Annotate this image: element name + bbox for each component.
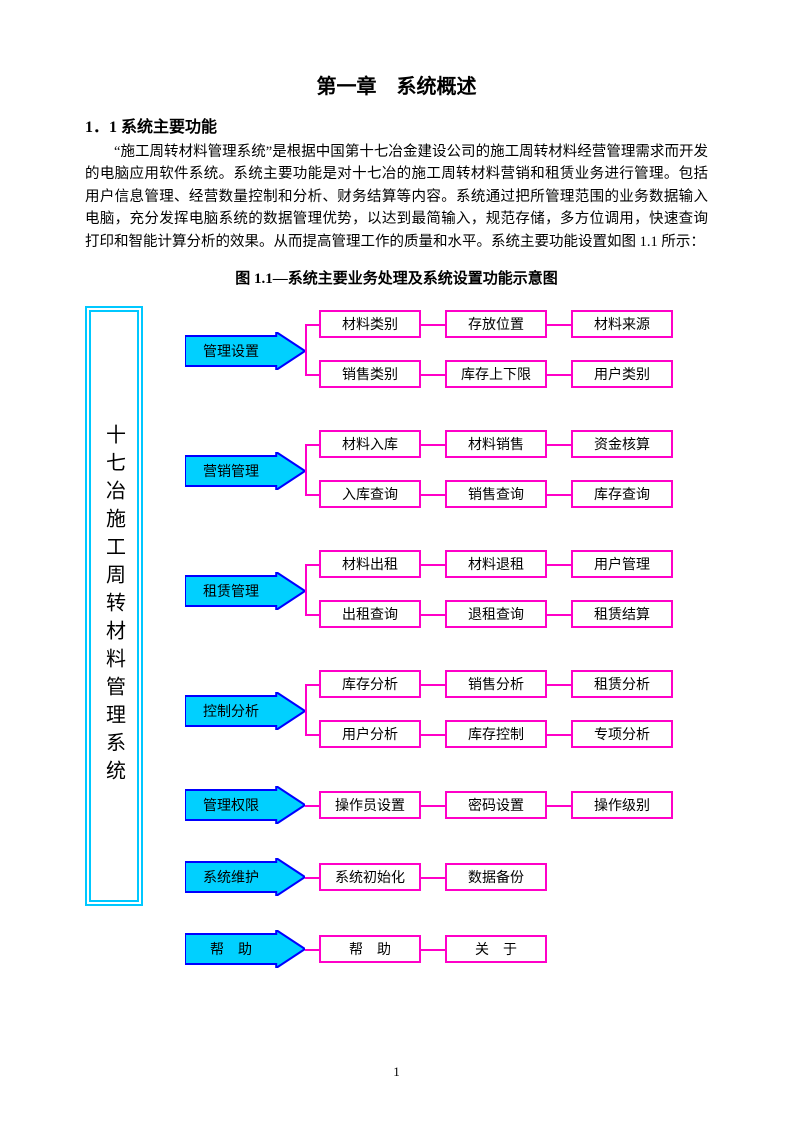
function-node: 资金核算 [571,430,673,458]
system-diagram: 十七冶施工周转材料管理系统 管理设置材料类别存放位置材料来源销售类别库存上下限用… [85,306,705,976]
connector-line [547,324,571,326]
module-arrow: 管理设置 [185,332,305,370]
section-heading: 1．1 系统主要功能 [85,113,708,137]
connector-line [547,734,571,736]
connector-line [547,444,571,446]
function-node: 密码设置 [445,791,547,819]
connector-line [421,494,445,496]
module-arrow: 帮 助 [185,930,305,968]
module-arrow-label: 控制分析 [185,692,277,730]
connector-line [421,564,445,566]
function-node: 操作员设置 [319,791,421,819]
module-arrow-label: 管理权限 [185,786,277,824]
function-node: 材料销售 [445,430,547,458]
function-node: 系统初始化 [319,863,421,891]
connector-line [547,805,571,807]
system-title-label: 十七冶施工周转材料管理系统 [100,424,129,788]
function-node: 存放位置 [445,310,547,338]
function-node: 销售查询 [445,480,547,508]
function-node: 材料来源 [571,310,673,338]
figure-caption: 图 1.1—系统主要业务处理及系统设置功能示意图 [85,267,708,288]
page-number: 1 [0,1064,793,1080]
chapter-title: 第一章 系统概述 [85,70,708,99]
function-node: 材料入库 [319,430,421,458]
connector-line [421,374,445,376]
module-arrow-label: 营销管理 [185,452,277,490]
function-node: 材料类别 [319,310,421,338]
module-arrow: 系统维护 [185,858,305,896]
connector-line [305,877,319,879]
function-node: 材料出租 [319,550,421,578]
function-node: 操作级别 [571,791,673,819]
function-node: 材料退租 [445,550,547,578]
function-node: 关 于 [445,935,547,963]
function-node: 用户管理 [571,550,673,578]
connector-line [305,374,319,376]
connector-line [305,805,319,807]
function-node: 租赁结算 [571,600,673,628]
connector-line [305,564,307,614]
function-node: 出租查询 [319,600,421,628]
connector-line [305,494,319,496]
module-arrow: 营销管理 [185,452,305,490]
function-node: 用户类别 [571,360,673,388]
function-node: 库存控制 [445,720,547,748]
module-arrow: 租赁管理 [185,572,305,610]
function-node: 入库查询 [319,480,421,508]
function-node: 销售分析 [445,670,547,698]
function-node: 帮 助 [319,935,421,963]
module-arrow-label: 帮 助 [185,930,277,968]
module-arrow: 管理权限 [185,786,305,824]
function-node: 库存分析 [319,670,421,698]
connector-line [421,805,445,807]
connector-line [421,324,445,326]
connector-line [421,949,445,951]
connector-line [547,614,571,616]
module-arrow-label: 系统维护 [185,858,277,896]
connector-line [305,614,319,616]
function-node: 用户分析 [319,720,421,748]
module-arrow-label: 管理设置 [185,332,277,370]
connector-line [305,324,307,374]
connector-line [305,324,319,326]
connector-line [305,949,319,951]
function-node: 专项分析 [571,720,673,748]
connector-line [547,374,571,376]
system-title-box: 十七冶施工周转材料管理系统 [85,306,143,906]
connector-line [421,684,445,686]
connector-line [421,614,445,616]
connector-line [547,494,571,496]
connector-line [547,684,571,686]
function-node: 数据备份 [445,863,547,891]
function-node: 退租查询 [445,600,547,628]
connector-line [305,444,319,446]
body-paragraph: “施工周转材料管理系统”是根据中国第十七冶金建设公司的施工周转材料经营管理需求而… [85,141,708,253]
connector-line [305,444,307,494]
function-node: 库存查询 [571,480,673,508]
module-arrow-label: 租赁管理 [185,572,277,610]
connector-line [305,684,319,686]
connector-line [305,564,319,566]
connector-line [547,564,571,566]
function-node: 库存上下限 [445,360,547,388]
connector-line [421,877,445,879]
function-node: 销售类别 [319,360,421,388]
function-node: 租赁分析 [571,670,673,698]
module-arrow: 控制分析 [185,692,305,730]
connector-line [305,734,319,736]
connector-line [421,444,445,446]
connector-line [305,684,307,734]
connector-line [421,734,445,736]
